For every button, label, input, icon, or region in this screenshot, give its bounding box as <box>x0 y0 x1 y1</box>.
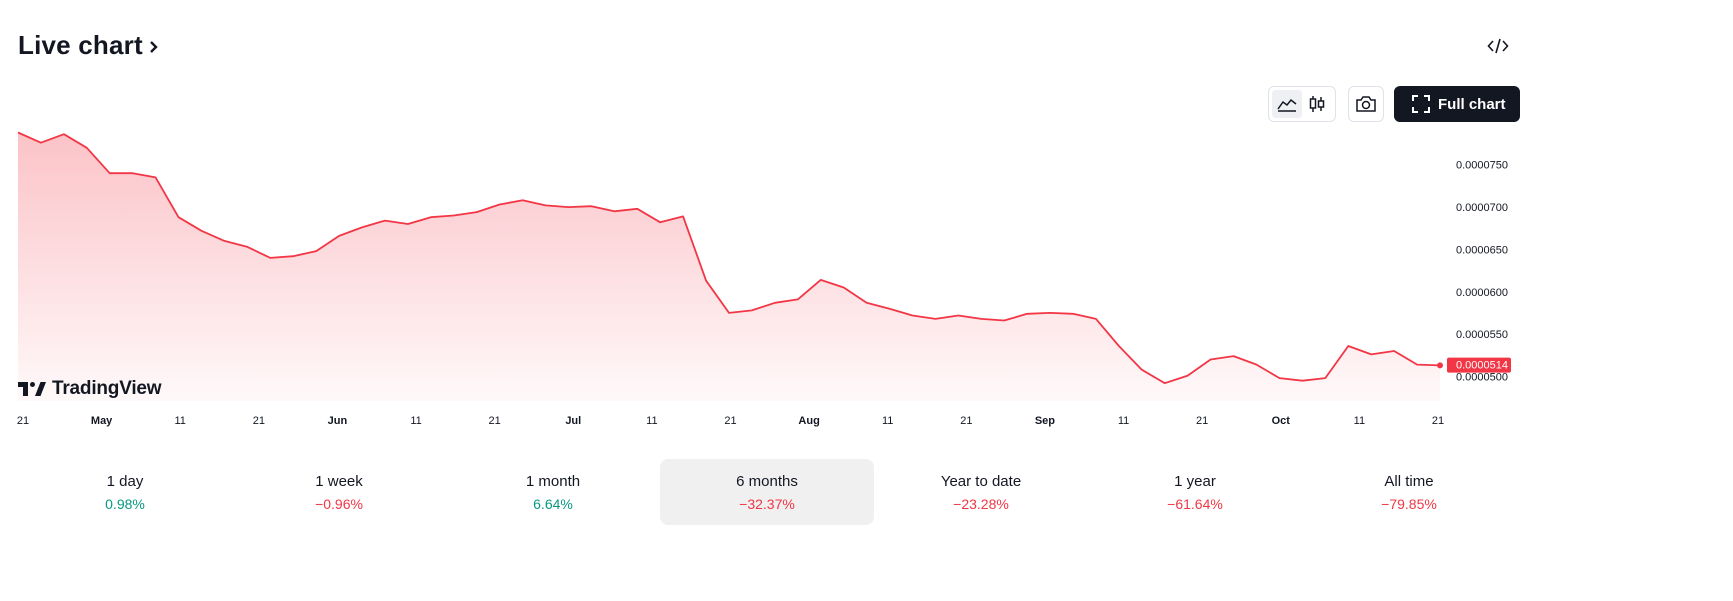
page-title: Live chart <box>18 30 143 60</box>
period-change: 0.98% <box>105 495 145 512</box>
period-change: −79.85% <box>1381 495 1437 512</box>
period-change: −0.96% <box>315 495 363 512</box>
chart-toolbar: Full chart <box>1268 86 1520 122</box>
period-button[interactable]: 6 months −32.37% <box>660 459 874 525</box>
period-label: All time <box>1384 472 1434 490</box>
period-button[interactable]: Year to date −23.28% <box>874 459 1088 525</box>
period-label: 1 year <box>1174 472 1216 490</box>
x-tick-label: 21 <box>1432 415 1444 427</box>
candlestick-icon <box>1309 96 1325 112</box>
y-tick-label: 0.0000550 <box>1456 329 1508 341</box>
price-line <box>17 131 1441 385</box>
y-tick-label: 0.0000700 <box>1456 202 1508 214</box>
chart-style-group <box>1268 86 1336 122</box>
tradingview-logo-text: TradingView <box>52 378 162 399</box>
period-button[interactable]: 1 day 0.98% <box>18 459 232 525</box>
x-tick-label: 21 <box>17 415 29 427</box>
x-tick-label: Oct <box>1272 415 1291 427</box>
x-tick-label: 21 <box>960 415 972 427</box>
x-tick-label: Aug <box>798 415 819 427</box>
x-tick-label: 11 <box>882 415 893 427</box>
period-label: 6 months <box>736 472 798 490</box>
area-style-button[interactable] <box>1272 90 1302 118</box>
period-change: −61.64% <box>1167 495 1223 512</box>
period-selector: 1 day 0.98% 1 week −0.96% 1 month 6.64% 6 mont… <box>18 459 1516 525</box>
x-tick-label: 11 <box>646 415 657 427</box>
y-tick-label: 0.0000750 <box>1456 160 1508 172</box>
price-chart[interactable]: 0.0000750 0.0000700 0.0000650 0.0000600 0.00… <box>0 130 1530 435</box>
period-button[interactable]: All time −79.85% <box>1302 459 1516 525</box>
tradingview-logo: TradingView <box>18 378 162 400</box>
full-chart-button[interactable]: Full chart <box>1394 86 1520 122</box>
period-label: 1 month <box>525 472 581 490</box>
y-tick-label: 0.0000600 <box>1456 287 1508 299</box>
period-button[interactable]: 1 week −0.96% <box>232 459 446 525</box>
x-tick-label: 21 <box>724 415 736 427</box>
period-change: −23.28% <box>953 495 1009 512</box>
price-area-fill <box>18 132 1440 401</box>
x-tick-label: 11 <box>410 415 421 427</box>
full-chart-label: Full chart <box>1438 95 1506 113</box>
live-chart-link[interactable]: Live chart <box>18 30 161 61</box>
x-tick-label: Sep <box>1035 415 1055 427</box>
svg-text:0.0000514: 0.0000514 <box>1456 360 1508 372</box>
last-price-label: 0.0000514 <box>1447 357 1511 373</box>
x-tick-label: 21 <box>489 415 501 427</box>
x-tick-label: Jul <box>565 415 581 427</box>
embed-code-button[interactable] <box>1480 32 1516 60</box>
period-button[interactable]: 1 month 6.64% <box>446 459 660 525</box>
tradingview-logo-icon <box>18 382 46 396</box>
period-change: 6.64% <box>533 495 573 512</box>
camera-icon <box>1356 96 1376 112</box>
period-label: 1 week <box>315 472 363 490</box>
period-button[interactable]: 1 year −61.64% <box>1088 459 1302 525</box>
code-icon <box>1487 38 1509 54</box>
period-label: 1 day <box>106 472 144 490</box>
x-tick-label: 21 <box>1196 415 1208 427</box>
x-tick-label: Jun <box>328 415 348 427</box>
fullscreen-icon <box>1412 95 1430 113</box>
snapshot-button[interactable] <box>1348 86 1384 122</box>
x-tick-label: May <box>91 415 113 427</box>
x-tick-label: 11 <box>1354 415 1365 427</box>
period-label: Year to date <box>940 472 1022 490</box>
chevron-right-icon <box>149 41 158 53</box>
y-tick-label: 0.0000500 <box>1456 371 1508 383</box>
candles-style-button[interactable] <box>1302 90 1332 118</box>
period-change: −32.37% <box>739 495 795 512</box>
area-chart-icon <box>1277 98 1297 112</box>
x-tick-label: 11 <box>175 415 186 427</box>
x-tick-label: 11 <box>1118 415 1129 427</box>
y-tick-label: 0.0000650 <box>1456 244 1508 256</box>
last-price-dot <box>1437 362 1443 369</box>
x-tick-label: 21 <box>253 415 265 427</box>
